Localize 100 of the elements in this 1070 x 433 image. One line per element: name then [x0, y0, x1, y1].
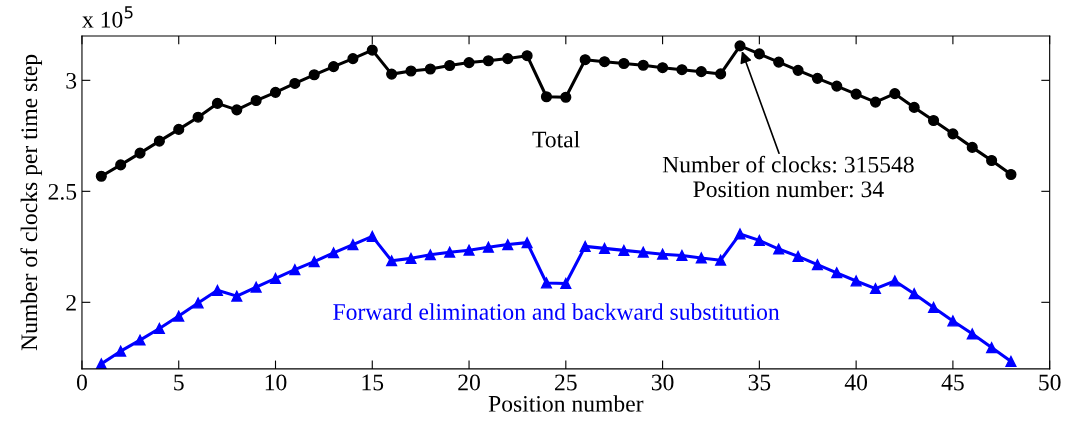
point	[869, 283, 882, 295]
point	[908, 101, 920, 113]
point	[482, 55, 494, 67]
point	[927, 114, 940, 127]
point	[811, 259, 823, 271]
point	[695, 66, 707, 78]
point	[366, 44, 378, 56]
point	[386, 255, 398, 267]
point	[831, 80, 843, 92]
point	[173, 310, 185, 322]
point	[153, 322, 165, 335]
point	[347, 53, 359, 65]
point	[715, 68, 727, 80]
x-tick-label: 30	[651, 374, 674, 391]
point	[966, 141, 978, 153]
y-tick-label: 2	[66, 294, 76, 311]
point	[831, 267, 843, 279]
point	[676, 64, 688, 76]
point	[947, 315, 959, 327]
point	[811, 72, 823, 84]
x-tick-label: 20	[458, 374, 480, 391]
point	[269, 272, 282, 284]
point	[289, 264, 301, 276]
point	[328, 61, 340, 73]
point	[231, 104, 243, 116]
point	[579, 240, 591, 252]
point	[250, 281, 262, 293]
point	[947, 128, 959, 140]
x-tick-label: 50	[1039, 374, 1061, 391]
point	[424, 249, 436, 261]
point	[502, 53, 514, 65]
point	[405, 252, 417, 264]
point	[502, 239, 514, 251]
point	[231, 290, 243, 302]
point	[579, 54, 591, 66]
point	[386, 68, 398, 80]
point	[560, 91, 572, 103]
point	[134, 334, 146, 346]
point	[637, 59, 649, 71]
point	[850, 88, 862, 100]
point	[1005, 355, 1017, 367]
point	[908, 288, 920, 300]
point	[521, 237, 533, 249]
point	[618, 57, 630, 70]
y-tick-label: 2.5	[48, 183, 77, 200]
point	[115, 345, 127, 357]
annotation: Number of clocks: 315548 Position number: 34	[662, 155, 914, 198]
point	[773, 56, 785, 68]
point	[444, 59, 456, 72]
point	[850, 275, 862, 287]
point	[889, 275, 901, 287]
x-tick-label: 25	[555, 374, 577, 391]
point	[986, 154, 998, 167]
text: x 10$^{5}$	[82, 6, 133, 28]
point	[366, 230, 378, 242]
point	[598, 242, 611, 254]
point	[115, 159, 127, 171]
point	[695, 252, 707, 264]
point	[192, 111, 204, 123]
point	[134, 147, 146, 159]
x-axis-title: Position number	[488, 395, 644, 412]
point	[1005, 168, 1017, 181]
point	[308, 69, 320, 81]
point	[463, 244, 475, 256]
point	[753, 48, 765, 60]
y-tick-label: 3	[66, 72, 77, 89]
x-tick-label: 15	[362, 374, 384, 391]
x-tick-label: 5	[174, 374, 184, 391]
point	[637, 246, 649, 258]
point	[211, 97, 223, 109]
point	[424, 63, 436, 75]
point	[269, 86, 282, 98]
point	[521, 50, 533, 62]
point	[792, 250, 804, 262]
point	[308, 256, 320, 268]
series-label: Forward elimination and backward substitution	[333, 303, 780, 320]
point	[598, 56, 611, 68]
point	[986, 342, 998, 354]
point	[482, 241, 494, 253]
x-tick-label: 45	[941, 374, 964, 391]
point	[734, 228, 746, 240]
point	[869, 96, 882, 108]
point	[405, 65, 417, 77]
point	[250, 94, 262, 107]
y-axis-title: Number of clocks per time step	[20, 54, 43, 351]
x-tick-label: 40	[844, 374, 868, 391]
point	[211, 284, 223, 296]
point	[773, 243, 785, 255]
point	[347, 239, 359, 251]
point	[966, 328, 978, 340]
x-tick-label: 10	[265, 374, 287, 391]
point	[540, 91, 553, 103]
point	[95, 170, 107, 182]
point	[289, 77, 301, 89]
point	[540, 277, 553, 289]
point	[734, 40, 746, 52]
x-tick-label: 0	[76, 374, 87, 391]
point	[444, 246, 456, 258]
series-label: Total	[532, 130, 580, 148]
point	[173, 123, 185, 135]
